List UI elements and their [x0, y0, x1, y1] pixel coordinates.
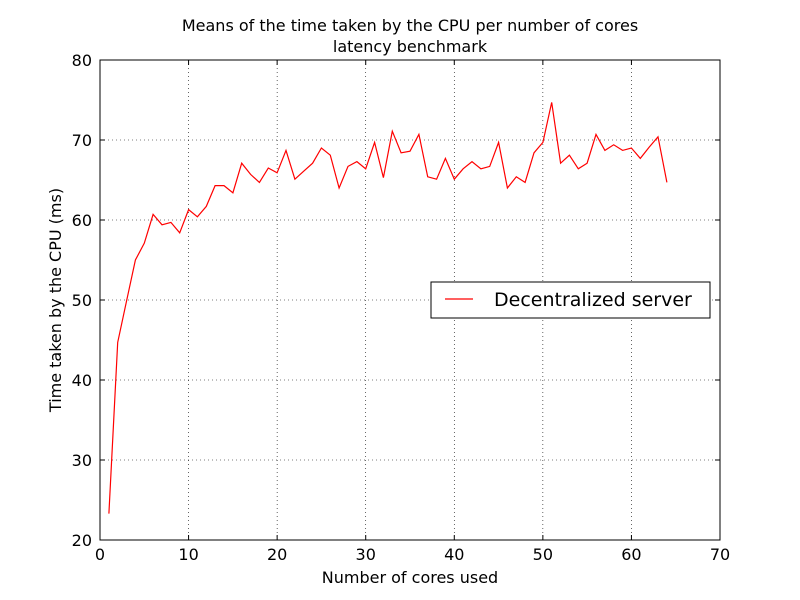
- legend: Decentralized server: [430, 281, 711, 319]
- x-axis-label: Number of cores used: [322, 568, 498, 587]
- x-tick-label: 10: [178, 545, 198, 564]
- x-tick-label: 70: [710, 545, 730, 564]
- legend-box: [430, 281, 711, 319]
- series-layer: [108, 102, 668, 514]
- legend-label-decentralized-server: Decentralized server: [494, 289, 692, 311]
- y-tick-label: 30: [72, 451, 92, 470]
- y-axis-label: Time taken by the CPU (ms): [46, 188, 65, 413]
- chart-subtitle: latency benchmark: [333, 37, 488, 56]
- y-tick-label: 50: [72, 291, 92, 310]
- y-tick-label: 70: [72, 131, 92, 150]
- x-tick-label: 60: [621, 545, 641, 564]
- x-tick-label: 40: [444, 545, 464, 564]
- y-tick-label: 80: [72, 51, 92, 70]
- x-tick-label: 30: [356, 545, 376, 564]
- y-tick-label: 20: [72, 531, 92, 550]
- y-tick-label: 60: [72, 211, 92, 230]
- x-tick-label: 20: [267, 545, 287, 564]
- x-tick-label: 0: [95, 545, 105, 564]
- axis-ticks: 0 10 20 30 40 50 60 70 20 30 40 50 60 70 80: [72, 51, 731, 564]
- series-line-decentralized-server: [108, 102, 668, 514]
- x-tick-label: 50: [533, 545, 553, 564]
- plot-area-frame: [99, 59, 721, 541]
- y-tick-label: 40: [72, 371, 92, 390]
- chart-title: Means of the time taken by the CPU per n…: [182, 16, 638, 35]
